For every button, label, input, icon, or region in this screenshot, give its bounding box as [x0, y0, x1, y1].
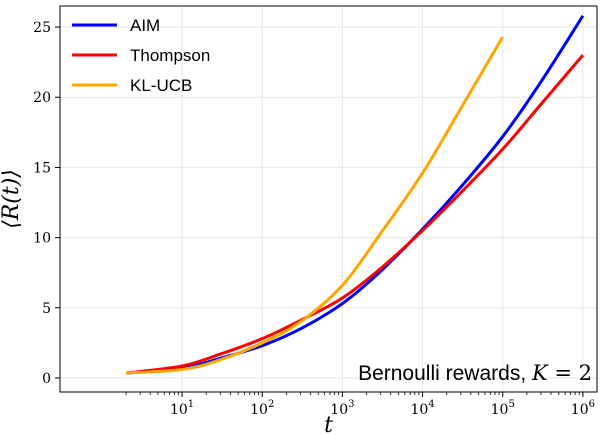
annotation-math-var: K: [531, 361, 549, 385]
y-tick-label: 15: [33, 160, 51, 176]
x-tick-label: 102: [250, 399, 274, 418]
series-line-kl-ucb: [125, 36, 505, 375]
y-tick-label: 10: [33, 231, 51, 247]
x-axis-label: t: [324, 413, 333, 436]
x-tick-label: 103: [330, 399, 354, 418]
y-axis-label: ⟨R(t)⟩: [0, 169, 24, 229]
y-tick-label: 25: [33, 20, 51, 36]
y-axis-ticks: 0 5 10 15 20 25: [33, 20, 60, 387]
legend-label: Thompson: [130, 46, 210, 65]
series-line-thompson: [125, 54, 585, 375]
y-tick-label: 20: [33, 90, 51, 106]
x-tick-label: 104: [410, 399, 434, 418]
annotation-text: Bernoulli rewards,: [358, 362, 532, 385]
grid: [60, 6, 597, 392]
series-lines: [125, 15, 585, 375]
x-tick-label: 101: [170, 399, 194, 418]
plot-frame: [59, 5, 598, 393]
y-tick-label: 5: [42, 301, 51, 317]
legend-label: AIM: [130, 16, 160, 35]
x-tick-label: 106: [571, 399, 595, 418]
y-tick-label: 0: [42, 371, 51, 387]
x-tick-label: 105: [491, 399, 515, 418]
annotation-math-rest: = 2: [548, 361, 592, 385]
legend: AIM Thompson KL-UCB: [72, 16, 210, 95]
annotation: Bernoulli rewards, K = 2: [358, 361, 592, 385]
legend-label: KL-UCB: [130, 76, 192, 95]
series-line-aim: [125, 15, 585, 375]
x-axis-ticks: 101 102 103 104 105 106: [125, 392, 595, 418]
